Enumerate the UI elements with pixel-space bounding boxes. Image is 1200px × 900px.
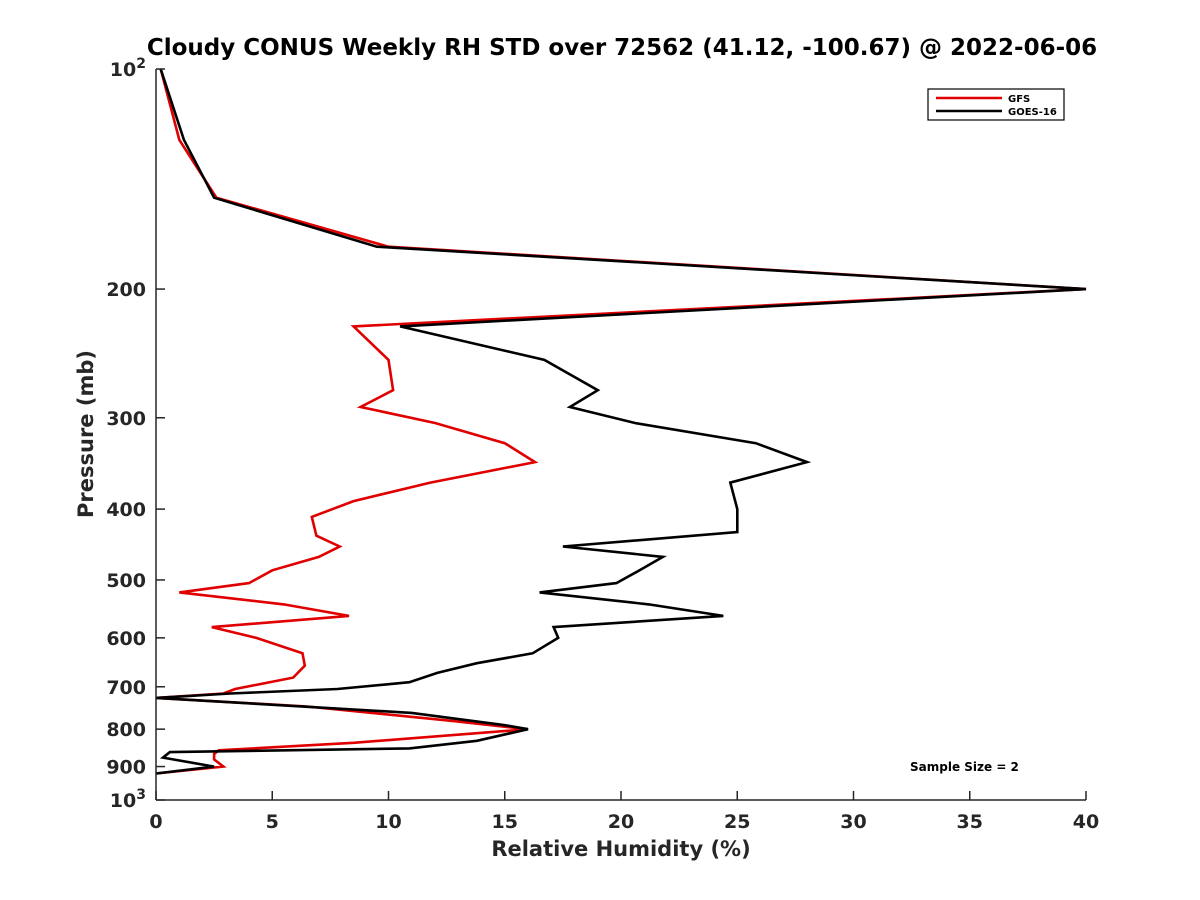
series-line-gfs <box>155 68 1087 775</box>
y-tick-label: 400 <box>106 499 146 521</box>
x-tick-label: 25 <box>724 811 750 833</box>
y-tick-label: 103 <box>110 787 146 812</box>
y-axis-label: Pressure (mb) <box>74 350 98 518</box>
x-tick-label: 0 <box>149 811 162 833</box>
y-tick-label: 500 <box>106 570 146 592</box>
y-tick-label: 700 <box>106 677 146 699</box>
y-tick-label: 600 <box>106 628 146 650</box>
x-tick-label: 40 <box>1073 811 1099 833</box>
x-tick-label: 30 <box>840 811 866 833</box>
legend-label-gfs: GFS <box>1008 94 1030 105</box>
y-tick-label: 300 <box>106 408 146 430</box>
x-axis-label: Relative Humidity (%) <box>491 837 750 861</box>
legend-label-goes16: GOES-16 <box>1008 107 1057 118</box>
sample-size-annotation: Sample Size = 2 <box>910 760 1019 774</box>
y-tick-label: 102 <box>110 56 146 81</box>
y-tick-label: 200 <box>106 279 146 301</box>
x-ticks: 0 5 10 15 20 25 30 35 40 <box>149 791 1099 833</box>
legend-box <box>927 88 1065 121</box>
x-tick-label: 15 <box>492 811 518 833</box>
series-line-goes16 <box>155 68 1087 775</box>
x-tick-label: 35 <box>957 811 983 833</box>
x-tick-label: 10 <box>375 811 401 833</box>
x-tick-label: 5 <box>266 811 279 833</box>
chart-title: Cloudy CONUS Weekly RH STD over 72562 (4… <box>147 35 1097 61</box>
y-ticks: 102 200 300 400 500 600 700 800 900 103 <box>106 56 165 812</box>
plot-lines <box>155 68 1087 775</box>
legend: GFS GOES-16 <box>927 88 1065 121</box>
y-tick-label: 800 <box>106 719 146 741</box>
x-tick-label: 20 <box>608 811 634 833</box>
y-tick-label: 900 <box>106 757 146 779</box>
